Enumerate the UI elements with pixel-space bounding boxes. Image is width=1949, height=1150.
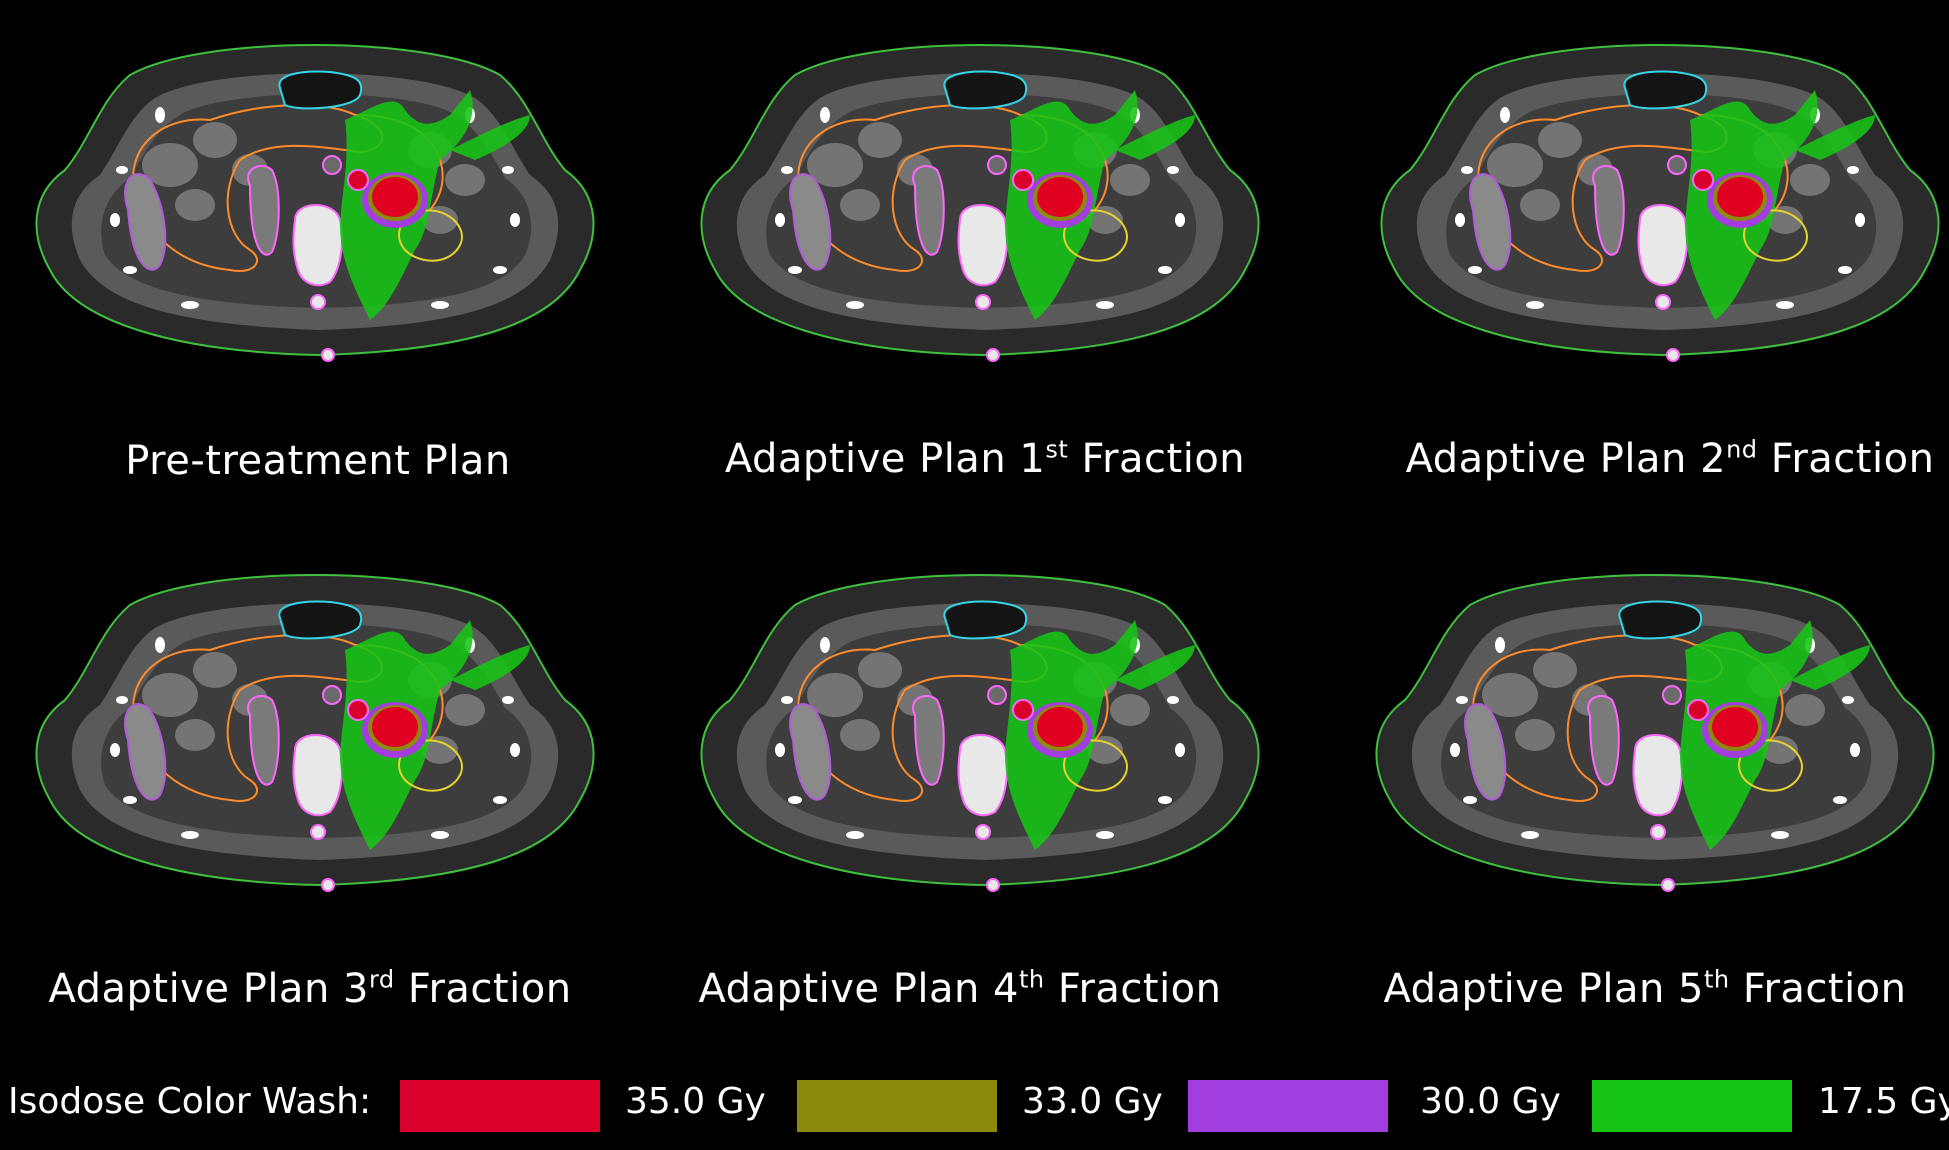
legend-swatch-17-5gy xyxy=(1592,1080,1792,1132)
duodenum-contour xyxy=(1743,209,1808,262)
caption-fraction-4: Adaptive Plan 4th Fraction xyxy=(698,965,1222,1012)
isodose-35 xyxy=(1037,707,1083,747)
ct-panel-fraction-2 xyxy=(1355,20,1949,420)
legend-swatch-30gy xyxy=(1188,1080,1388,1132)
isodose-35 xyxy=(372,177,418,217)
vertebra xyxy=(292,204,343,287)
bowel-contour xyxy=(132,104,383,272)
legend-label-35gy: 35.0 Gy xyxy=(625,1081,766,1122)
bowel-contour xyxy=(132,634,383,802)
vertebra xyxy=(1637,204,1688,287)
kidney-contour xyxy=(789,703,832,801)
legend-label-17-5gy: 17.5 Gy xyxy=(1818,1081,1949,1122)
kidney-contour xyxy=(124,173,167,271)
bowel-contour xyxy=(1472,634,1723,802)
ct-panel-fraction-3 xyxy=(10,550,620,950)
ct-panel-pretreatment xyxy=(10,20,620,420)
duodenum-contour xyxy=(1063,739,1128,792)
isodose-35 xyxy=(1712,707,1758,747)
bowel-contour xyxy=(797,634,1048,802)
stomach-contour xyxy=(278,600,363,640)
stomach-contour xyxy=(1623,70,1708,110)
ct-panel-fraction-4 xyxy=(675,550,1285,950)
isodose-35 xyxy=(1717,177,1763,217)
legend-swatch-35gy xyxy=(400,1080,600,1132)
kidney-contour xyxy=(1469,173,1512,271)
duodenum-contour xyxy=(398,209,463,262)
stomach-contour xyxy=(278,70,363,110)
legend-title: Isodose Color Wash: xyxy=(8,1081,372,1122)
bowel-contour xyxy=(1477,104,1728,272)
caption-fraction-2: Adaptive Plan 2nd Fraction xyxy=(1405,435,1935,482)
legend-label-30gy: 30.0 Gy xyxy=(1420,1081,1561,1122)
bowel-contour xyxy=(797,104,1048,272)
stomach-contour xyxy=(943,70,1028,110)
ct-panel-fraction-5 xyxy=(1350,550,1949,950)
legend-label-33gy: 33.0 Gy xyxy=(1022,1081,1163,1122)
vertebra xyxy=(1632,734,1683,817)
caption-fraction-3: Adaptive Plan 3rd Fraction xyxy=(48,965,572,1012)
ct-panel-fraction-1 xyxy=(675,20,1285,420)
isodose-35 xyxy=(372,707,418,747)
kidney-contour xyxy=(124,703,167,801)
caption-fraction-1: Adaptive Plan 1st Fraction xyxy=(724,435,1246,482)
isodose-legend: Isodose Color Wash: 35.0 Gy 33.0 Gy 30.0… xyxy=(0,1075,1949,1135)
isodose-35 xyxy=(1037,177,1083,217)
legend-swatch-33gy xyxy=(797,1080,997,1132)
caption-pretreatment: Pre-treatment Plan xyxy=(125,438,511,484)
kidney-contour xyxy=(789,173,832,271)
vertebra xyxy=(957,204,1008,287)
stomach-contour xyxy=(1618,600,1703,640)
duodenum-contour xyxy=(398,739,463,792)
duodenum-contour xyxy=(1738,739,1803,792)
kidney-contour xyxy=(1464,703,1507,801)
stomach-contour xyxy=(943,600,1028,640)
vertebra xyxy=(957,734,1008,817)
vertebra xyxy=(292,734,343,817)
caption-fraction-5: Adaptive Plan 5th Fraction xyxy=(1383,965,1907,1012)
duodenum-contour xyxy=(1063,209,1128,262)
